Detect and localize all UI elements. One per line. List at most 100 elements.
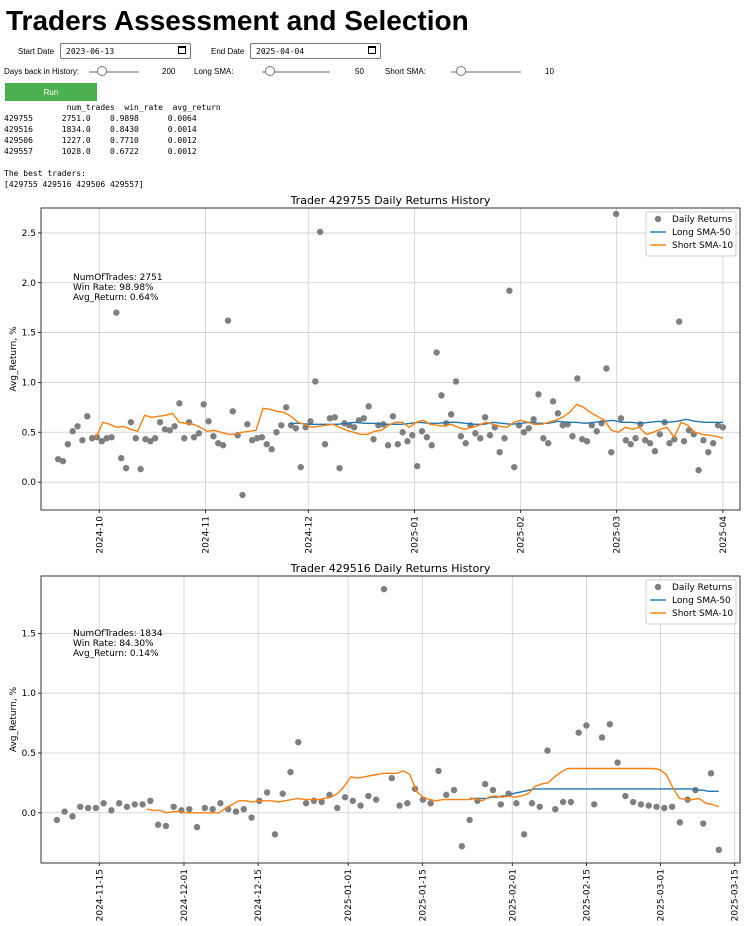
data-point [349, 797, 357, 805]
start-date-input[interactable]: 2023-06-13 [60, 43, 191, 59]
data-point [100, 800, 107, 807]
data-point [217, 800, 224, 807]
data-point [224, 317, 232, 324]
data-point [166, 427, 173, 434]
data-point [122, 464, 130, 472]
run-button[interactable]: Run [5, 83, 97, 101]
data-point [588, 422, 596, 429]
data-point [156, 419, 164, 426]
data-point [154, 821, 162, 828]
data-point [612, 210, 620, 218]
data-point [360, 415, 368, 422]
data-point [629, 798, 637, 806]
x-tick-label: 2024-12 [304, 516, 314, 554]
data-point [263, 789, 271, 796]
data-point [302, 800, 310, 807]
legend-label: Daily Returns [672, 583, 732, 593]
data-point [549, 398, 557, 405]
output-row: 429516 1834.0 0.8430 0.0014 [4, 125, 197, 134]
y-tick-label: 2.0 [22, 279, 37, 289]
data-point [676, 819, 684, 826]
short-sma-line [95, 403, 724, 439]
data-point [92, 804, 100, 812]
data-point [525, 425, 532, 432]
y-axis-label: Avg_Return, % [9, 686, 19, 752]
calendar-icon[interactable] [178, 46, 186, 54]
data-point [297, 463, 304, 471]
data-point [559, 422, 566, 429]
x-tick-label: 2025-03-01 [657, 869, 667, 921]
data-point [357, 802, 364, 809]
data-point [181, 435, 188, 442]
data-point [268, 446, 275, 453]
data-point [700, 820, 707, 827]
x-tick-label: 2025-01 [410, 516, 420, 554]
data-point [232, 808, 240, 815]
output-area: num_trades win_rate avg_return 429755 27… [4, 102, 221, 190]
x-tick-label: 2025-01-15 [418, 869, 428, 921]
data-point [511, 463, 518, 471]
long-sma-value: 50 [355, 67, 364, 76]
chart-1: Trader 429755 Daily Returns History 0.0 0.… [9, 194, 741, 554]
data-point [583, 438, 591, 445]
short-sma-value: 10 [545, 67, 554, 76]
y-tick-label: 1.0 [22, 378, 37, 388]
data-point [147, 797, 154, 805]
data-point [205, 418, 212, 425]
data-point [396, 802, 403, 809]
data-point [170, 803, 177, 810]
short-sma-slider[interactable] [451, 66, 521, 78]
data-point [98, 438, 106, 445]
x-tick-label: 2024-12-15 [254, 869, 264, 921]
data-point [637, 801, 645, 808]
chart-2: Trader 429516 Daily Returns History 0.0 0.… [9, 562, 741, 921]
data-point [131, 801, 138, 808]
data-point [244, 421, 251, 428]
data-point [497, 801, 504, 808]
data-point [583, 722, 590, 729]
data-point [200, 401, 207, 408]
data-point [240, 805, 247, 813]
output-row: 429755 2751.0 0.9898 0.0064 [4, 114, 197, 123]
stats-annotation: NumOfTrades: 1834 [73, 629, 163, 639]
data-point [668, 803, 676, 810]
data-point [715, 846, 723, 854]
data-point [466, 816, 473, 824]
end-date-input[interactable]: 2025-04-04 [250, 43, 381, 59]
page-title: Traders Assessment and Selection [6, 5, 469, 36]
long-sma-label: Long SMA: [194, 67, 234, 76]
data-point [69, 428, 76, 435]
y-tick-label: 0.5 [22, 749, 36, 759]
days-back-slider[interactable] [89, 66, 139, 78]
data-point [614, 759, 621, 766]
data-point [404, 438, 411, 445]
data-point [394, 441, 401, 448]
slider-thumb[interactable] [264, 66, 275, 76]
data-point [295, 739, 302, 746]
slider-thumb[interactable] [97, 66, 107, 76]
end-date-label: End Date [211, 47, 245, 56]
legend-label: Short SMA-10 [672, 241, 733, 251]
data-point [69, 813, 76, 820]
data-point [567, 798, 575, 806]
y-tick-label: 0.5 [22, 428, 36, 438]
data-point [496, 448, 503, 456]
data-point [622, 437, 630, 444]
slider-thumb[interactable] [456, 66, 467, 76]
long-sma-slider[interactable] [262, 66, 330, 78]
data-point [336, 464, 343, 472]
data-point [457, 433, 465, 440]
data-point [569, 433, 576, 440]
data-point [88, 435, 96, 442]
plot-frame [40, 575, 741, 864]
data-point [292, 425, 300, 432]
calendar-icon[interactable] [368, 46, 376, 54]
data-point [249, 437, 256, 444]
data-point [186, 805, 193, 813]
data-point [161, 426, 169, 433]
data-point [477, 435, 484, 442]
data-point [195, 430, 203, 437]
data-point [627, 441, 634, 448]
stats-annotation: Win Rate: 84.30% [73, 639, 154, 649]
data-point [423, 434, 431, 441]
